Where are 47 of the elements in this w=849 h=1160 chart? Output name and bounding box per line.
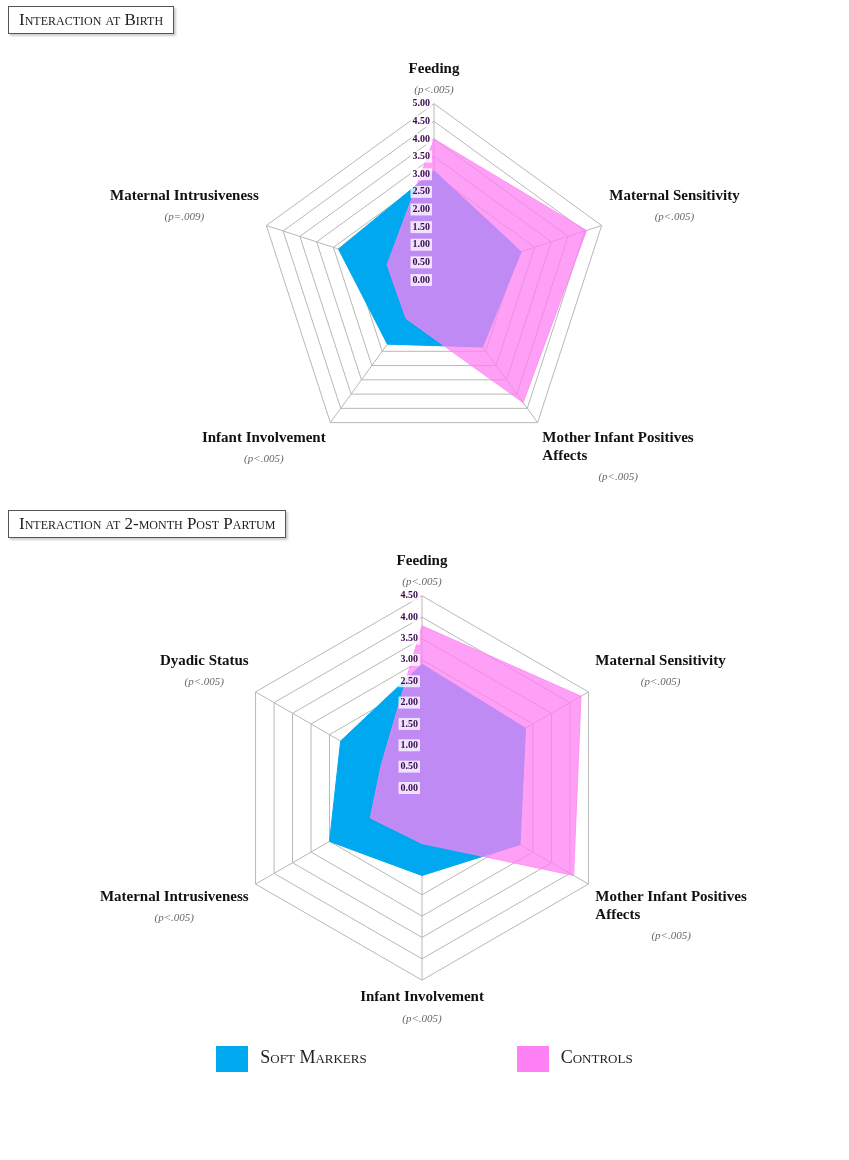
spoke-label: Maternal Sensitivity [595,651,727,668]
text: (p<.005) [651,929,691,942]
spoke-label: Maternal Intrusiveness [99,887,249,904]
legend-label: Controls [559,1046,633,1070]
spoke-label: Mother Infant Positives Affects [542,428,694,463]
legend-label: Soft Markers [259,1046,367,1070]
text: (p<.005) [402,1011,442,1024]
y-tick-label: 1.50 [400,717,418,729]
y-tick-label: 1.00 [400,738,418,750]
y-tick-label: 0.00 [400,781,418,793]
y-tick-label: 4.00 [412,132,430,144]
spoke-label: Maternal Intrusiveness [109,186,259,203]
text: (p=.009) [164,210,205,223]
y-tick-label: 4.00 [400,610,418,622]
y-tick-label: 5.00 [412,97,430,109]
y-tick-label: 2.00 [412,203,430,215]
y-tick-label: 0.50 [400,760,418,772]
y-tick-label: 0.00 [412,273,430,285]
text: (p<.005) [640,675,681,688]
text: (p<.005) [184,675,225,688]
text: (p<.005) [154,911,195,924]
text: (p<.005) [414,83,454,96]
text: (p<.005) [654,210,695,223]
y-tick-label: 2.50 [400,674,418,686]
spoke-label: Mother Infant Positives Affects [595,887,747,922]
y-tick-label: 4.50 [412,114,430,126]
spoke-label: Infant Involvement [360,988,484,1005]
y-tick-label: 1.50 [412,220,430,232]
y-tick-label: 1.00 [412,238,430,250]
y-tick-label: 3.00 [400,653,418,665]
text: (p<.005) [402,575,442,588]
y-tick-label: 2.50 [412,185,430,197]
text: (p<.005) [244,452,284,465]
y-tick-label: 3.50 [412,150,430,162]
spoke-label: Dyadic Status [159,651,249,668]
text: (p<.005) [598,470,638,483]
y-tick-label: 3.50 [400,632,418,644]
spoke-label: Maternal Sensitivity [609,186,741,203]
chart-title: Interaction at Birth [8,6,175,34]
spoke-label: Feeding [408,59,460,76]
y-tick-label: 0.50 [412,255,430,267]
y-tick-label: 3.00 [412,167,430,179]
y-tick-label: 4.50 [400,589,418,601]
y-tick-label: 2.00 [400,696,418,708]
spoke-label: Feeding [396,551,448,568]
spoke-label: Infant Involvement [201,428,326,445]
chart-title: Interaction at 2-month Post Partum [8,510,287,538]
